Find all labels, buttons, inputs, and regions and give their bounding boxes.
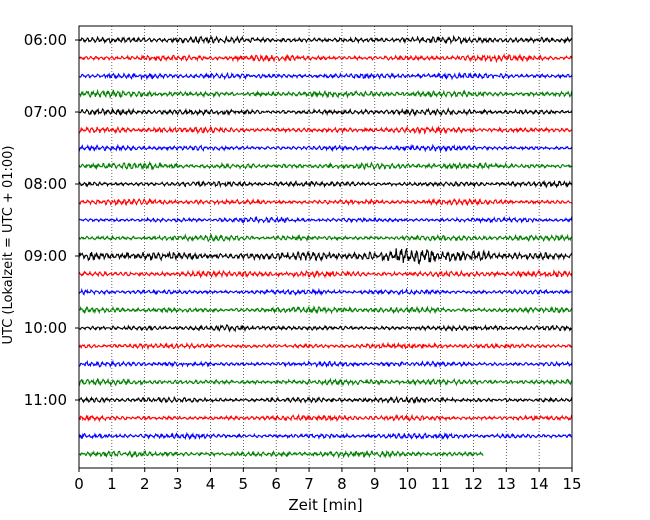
trace-line xyxy=(78,160,573,171)
trace-line xyxy=(78,233,573,243)
trace-group xyxy=(78,34,573,459)
trace-line xyxy=(78,359,573,369)
trace-line xyxy=(78,107,573,118)
trace-line xyxy=(78,125,573,135)
x-tick-label: 14 xyxy=(530,475,549,493)
trace-line xyxy=(78,34,573,45)
x-tick-label: 7 xyxy=(304,475,314,493)
trace-line xyxy=(78,287,573,297)
trace-line xyxy=(78,449,484,459)
x-tick-label: 10 xyxy=(398,475,417,493)
x-axis-label: Zeit [min] xyxy=(288,496,362,514)
trace-line xyxy=(78,395,573,404)
x-tick-label: 6 xyxy=(271,475,281,493)
x-tick-label: 4 xyxy=(206,475,216,493)
x-tick-label: 15 xyxy=(562,475,581,493)
trace-line xyxy=(78,52,573,64)
y-axis-ticks: 06:00 07:00 08:00 09:00 10:00 11:00 xyxy=(24,31,79,409)
y-tick-label: 10:00 xyxy=(24,319,67,337)
x-tick-label: 8 xyxy=(337,475,347,493)
trace-line xyxy=(78,377,573,387)
y-tick-label: 09:00 xyxy=(24,247,67,265)
y-tick-label: 06:00 xyxy=(24,31,67,49)
y-tick-label: 08:00 xyxy=(24,175,67,193)
x-tick-label: 0 xyxy=(74,475,84,493)
trace-line xyxy=(78,71,573,81)
trace-line xyxy=(78,413,573,423)
trace-line xyxy=(78,215,573,225)
trace-line xyxy=(78,431,573,441)
trace-line xyxy=(78,88,573,99)
plot-frame xyxy=(78,25,573,469)
y-tick-label: 11:00 xyxy=(24,391,67,409)
x-tick-label: 9 xyxy=(370,475,380,493)
x-tick-label: 5 xyxy=(239,475,249,493)
trace-line xyxy=(78,323,573,333)
trace-line xyxy=(78,179,573,189)
trace-line xyxy=(78,269,573,279)
x-tick-label: 1 xyxy=(107,475,117,493)
x-tick-label: 12 xyxy=(464,475,483,493)
trace-line xyxy=(78,248,573,265)
x-axis-ticks: 0 1 2 3 4 5 6 7 8 9 10 11 12 13 14 15 xyxy=(74,468,582,493)
y-axis-label: UTC (Lokalzeit = UTC + 01:00) xyxy=(1,146,16,345)
trace-line xyxy=(78,143,573,153)
x-tick-label: 13 xyxy=(497,475,516,493)
y-tick-label: 07:00 xyxy=(24,103,67,121)
x-tick-label: 2 xyxy=(140,475,150,493)
trace-line xyxy=(78,341,573,351)
trace-line xyxy=(78,305,573,315)
x-tick-label: 3 xyxy=(173,475,183,493)
x-tick-label: 11 xyxy=(431,475,450,493)
trace-line xyxy=(78,197,573,207)
